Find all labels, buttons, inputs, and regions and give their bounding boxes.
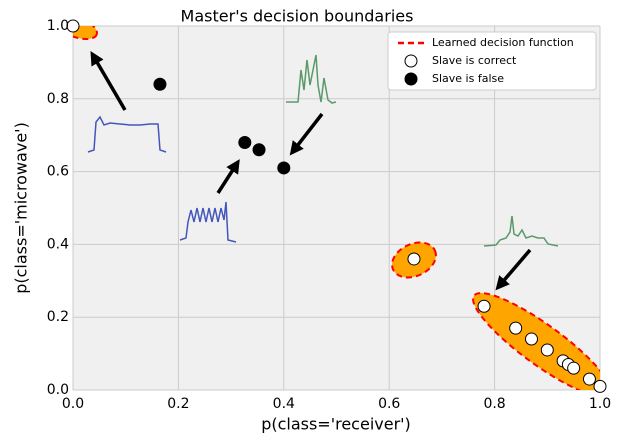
legend-box [387, 31, 597, 91]
grid [72, 25, 601, 391]
arrow [289, 112, 324, 156]
point [477, 299, 491, 313]
legend-label: Slave is false [432, 72, 504, 85]
arrows [90, 50, 532, 291]
y-axis-label: p(class='microwave') [12, 122, 31, 294]
arrow [495, 248, 532, 291]
signal-icon [87, 115, 167, 153]
legend-label: Slave is correct [432, 54, 517, 67]
point [153, 77, 167, 91]
y-tick-label: 0.8 [47, 91, 69, 107]
point [582, 372, 596, 386]
legend-label: Learned decision function [432, 36, 574, 49]
x-tick-label: 0.4 [273, 396, 295, 412]
signal-icon [286, 54, 337, 104]
point [540, 343, 554, 357]
points [66, 19, 607, 393]
legend-swatch [404, 72, 418, 86]
x-tick-label: 0.8 [483, 396, 505, 412]
arrow [90, 50, 127, 111]
x-tick-label: 0.0 [62, 396, 84, 412]
signal-icons [87, 54, 559, 247]
x-tick-label: 0.6 [378, 396, 400, 412]
signal-icon [483, 215, 559, 247]
y-tick-label: 0.6 [47, 164, 69, 180]
signal-icon [179, 201, 237, 243]
point [66, 19, 80, 33]
arrow [216, 159, 240, 194]
y-tick-label: 1.0 [47, 18, 69, 34]
point [277, 161, 291, 175]
x-axis-label: p(class='receiver') [261, 415, 411, 434]
x-tick-label: 0.2 [167, 396, 189, 412]
x-tick-label: 1.0 [589, 396, 611, 412]
chart-title: Master's decision boundaries [181, 7, 414, 26]
y-tick-label: 0.4 [47, 236, 69, 252]
point [407, 252, 421, 266]
point [524, 332, 538, 346]
point [252, 143, 266, 157]
legend: Learned decision function Slave is correc… [387, 31, 597, 91]
y-tick-label: 0.0 [47, 382, 69, 398]
point [593, 379, 607, 393]
point [238, 135, 252, 149]
legend-swatch [404, 54, 418, 68]
y-tick-label: 0.2 [47, 309, 69, 325]
point [567, 361, 581, 375]
point [509, 321, 523, 335]
